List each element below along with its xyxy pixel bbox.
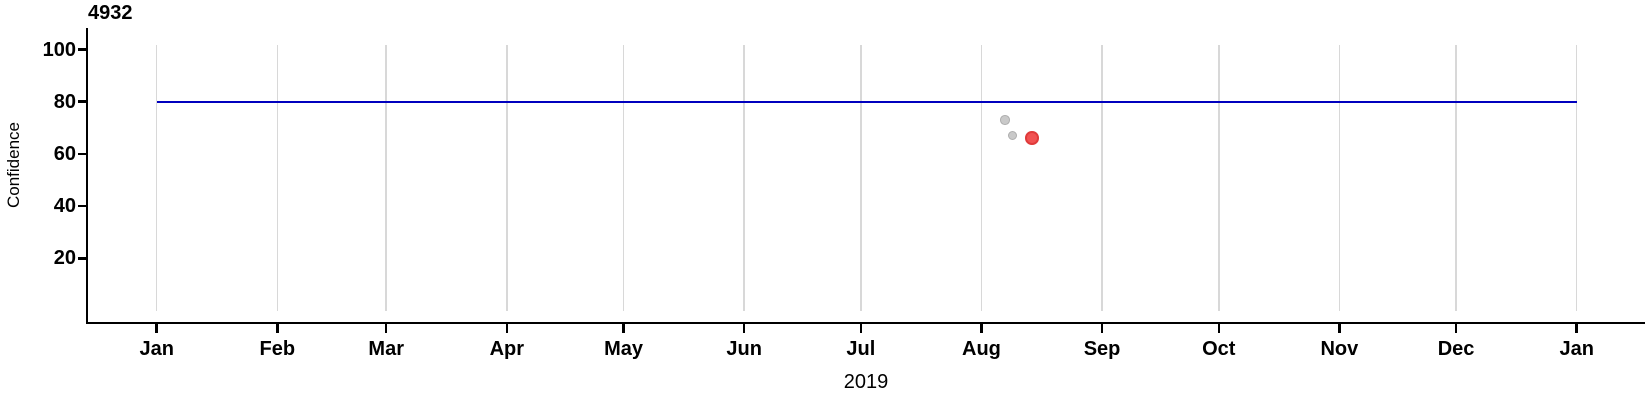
gridline: [622, 45, 625, 311]
x-axis-tick: [980, 324, 983, 333]
y-axis-tick: [78, 204, 86, 208]
x-axis-tick: [505, 324, 509, 333]
gridline: [1101, 45, 1103, 311]
x-axis-title: 2019: [843, 371, 889, 393]
reference-line: [156, 100, 1577, 103]
x-tick-label: Jan: [1559, 338, 1594, 360]
x-axis-tick: [1217, 324, 1221, 333]
x-axis-tick: [384, 324, 388, 333]
gridline: [860, 45, 862, 311]
y-tick-label: 20: [53, 247, 76, 270]
y-tick-label: 100: [42, 38, 76, 61]
x-tick-label: Feb: [259, 338, 296, 360]
x-tick-label: Mar: [368, 338, 405, 360]
x-axis-tick: [1575, 324, 1578, 333]
x-tick-label: Jul: [846, 338, 876, 360]
x-tick-label: Sep: [1083, 338, 1121, 360]
x-axis-tick: [859, 324, 863, 333]
gridline: [1455, 45, 1457, 311]
gridline: [1338, 45, 1341, 311]
x-axis-tick: [1100, 324, 1104, 333]
data-point-context: [1007, 130, 1018, 141]
gridline: [980, 45, 983, 311]
x-tick-label: Apr: [489, 338, 525, 360]
x-tick-label: Nov: [1320, 338, 1359, 360]
x-axis-tick: [742, 324, 746, 333]
x-tick-label: Jun: [726, 338, 762, 360]
y-axis-tick: [78, 257, 86, 260]
gridline: [1218, 45, 1220, 311]
gridline: [385, 45, 387, 311]
x-tick-label: Jan: [139, 338, 174, 360]
data-point-context: [1000, 115, 1010, 125]
x-axis-tick: [622, 324, 625, 333]
gridline: [155, 45, 158, 311]
x-axis-tick: [1454, 324, 1458, 333]
x-tick-label: May: [604, 338, 643, 360]
y-tick-label: 60: [53, 142, 76, 165]
x-axis-tick: [155, 324, 158, 333]
y-axis-tick: [78, 100, 86, 103]
y-tick-label: 40: [53, 195, 76, 218]
x-axis-line: [85, 321, 1645, 324]
data-point-highlight: [1025, 131, 1039, 146]
y-tick-label: 80: [53, 90, 76, 113]
y-axis-line: [85, 28, 88, 324]
chart-title: 4932: [88, 2, 133, 24]
gridline: [1575, 45, 1578, 311]
y-axis-tick: [78, 48, 86, 51]
x-axis-tick: [276, 324, 279, 333]
x-tick-label: Oct: [1202, 338, 1236, 360]
gridline: [506, 45, 508, 311]
x-axis-tick: [1338, 324, 1341, 333]
gridline: [276, 45, 279, 311]
gridline: [743, 45, 745, 311]
y-axis-tick: [78, 152, 86, 156]
x-tick-label: Aug: [962, 338, 1001, 360]
x-tick-label: Dec: [1437, 338, 1475, 360]
